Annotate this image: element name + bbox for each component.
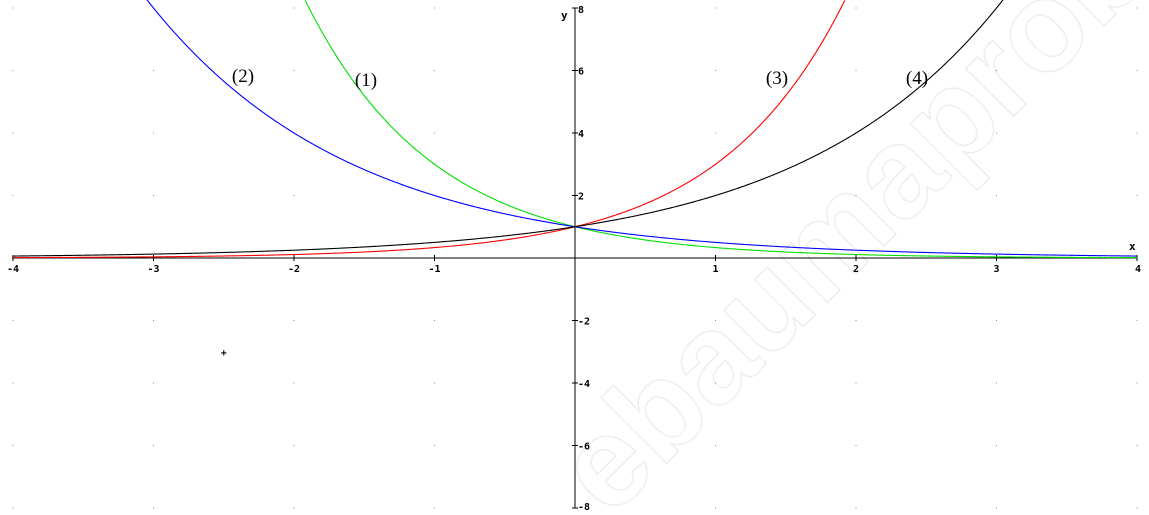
grid-dot — [855, 70, 857, 71]
axes: x y — [12, 8, 1137, 508]
grid-dot — [996, 382, 997, 384]
grid-dot — [434, 132, 435, 134]
grid-dot — [855, 445, 857, 446]
grid-dot — [1136, 382, 1138, 384]
grid-dot — [1136, 507, 1138, 509]
x-tick-label: 1 — [712, 264, 718, 275]
curve-label: (4) — [906, 68, 928, 89]
curve-3x — [304, 0, 1137, 259]
grid-dot — [715, 382, 716, 384]
grid-dot — [12, 132, 14, 134]
grid-dot — [996, 507, 997, 509]
tick-labels: -4 -3 -2 -1 1 2 3 4 -8 -6 -4 -2 2 4 6 8 — [7, 5, 1141, 513]
y-tick-label: -2 — [578, 317, 590, 328]
x-tick-label: 2 — [853, 264, 859, 275]
grid-dot — [293, 382, 295, 384]
grid-dot — [715, 445, 716, 446]
x-tick-label: 3 — [993, 264, 999, 275]
grid-dot — [1136, 195, 1138, 196]
grid-dot — [293, 445, 295, 446]
grid-dot — [12, 320, 14, 321]
y-axis-label: y — [561, 9, 568, 22]
grid-dot — [996, 70, 997, 71]
y-tick-label: 2 — [578, 192, 584, 203]
grid-dot — [715, 132, 716, 134]
grid-dot — [153, 507, 154, 509]
grid-dot — [293, 70, 295, 71]
grid-dot — [12, 7, 14, 9]
curves — [12, 0, 1138, 259]
y-tick-label: 8 — [578, 5, 584, 16]
x-axis-label: x — [1129, 240, 1136, 253]
annotations: + — [221, 348, 227, 359]
grid-dot — [12, 507, 14, 509]
grid-dot — [715, 320, 716, 321]
grid-dot — [996, 445, 997, 446]
grid-dot — [715, 7, 716, 9]
grid-dot — [1136, 7, 1138, 9]
curve-2x — [146, 0, 1138, 257]
grid-dot — [855, 320, 857, 321]
grid-dot — [153, 320, 154, 321]
grid-dot — [12, 195, 14, 196]
x-tick-label: -2 — [288, 264, 300, 275]
x-tick-label: -3 — [147, 264, 159, 275]
y-tick-label: -6 — [578, 442, 590, 453]
grid-dot — [434, 445, 435, 446]
grid-dot — [293, 7, 295, 9]
grid-dot — [1136, 445, 1138, 446]
grid-dot — [293, 320, 295, 321]
grid-dot — [715, 70, 716, 71]
curve-3x — [13, 0, 846, 259]
grid-dot — [12, 445, 14, 446]
x-tick-label: -4 — [7, 264, 19, 275]
y-tick-label: -8 — [578, 502, 590, 513]
grid-dot — [855, 507, 857, 509]
y-tick-label: 6 — [578, 67, 584, 78]
grid-dot — [434, 7, 435, 9]
grid-dot — [715, 507, 716, 509]
grid-dot — [434, 382, 435, 384]
x-tick-label: -1 — [428, 264, 440, 275]
grid-dot — [1136, 70, 1138, 71]
annotation-marker: + — [221, 348, 227, 359]
grid-dot — [434, 70, 435, 71]
grid-dot — [12, 382, 14, 384]
curve-labels: (1) (2) (3) (4) — [232, 66, 928, 91]
grid-dot — [434, 507, 435, 509]
curve-label: (1) — [355, 70, 377, 91]
y-tick-label: 4 — [578, 129, 584, 140]
grid-dot — [996, 132, 997, 134]
grid-dot — [153, 445, 154, 446]
y-tick-label: -4 — [578, 379, 590, 390]
grid-dot — [1136, 132, 1138, 134]
grid-dot — [855, 195, 857, 196]
grid-dot — [153, 195, 154, 196]
grid-dot — [996, 195, 997, 196]
grid-dot — [12, 70, 14, 71]
curve-label: (2) — [232, 66, 254, 87]
grid-dot — [293, 507, 295, 509]
grid-dot — [153, 132, 154, 134]
grid-dot — [1136, 320, 1138, 321]
grid-dot — [996, 320, 997, 321]
grid-dot — [855, 7, 857, 9]
grid-dot — [434, 320, 435, 321]
grid-dot — [153, 70, 154, 71]
curve-label: (3) — [766, 68, 788, 89]
grid-dot — [855, 382, 857, 384]
x-tick-label: 4 — [1135, 264, 1141, 275]
curve-2x — [12, 0, 1004, 257]
grid-dot — [293, 195, 295, 196]
grid-dot — [153, 382, 154, 384]
